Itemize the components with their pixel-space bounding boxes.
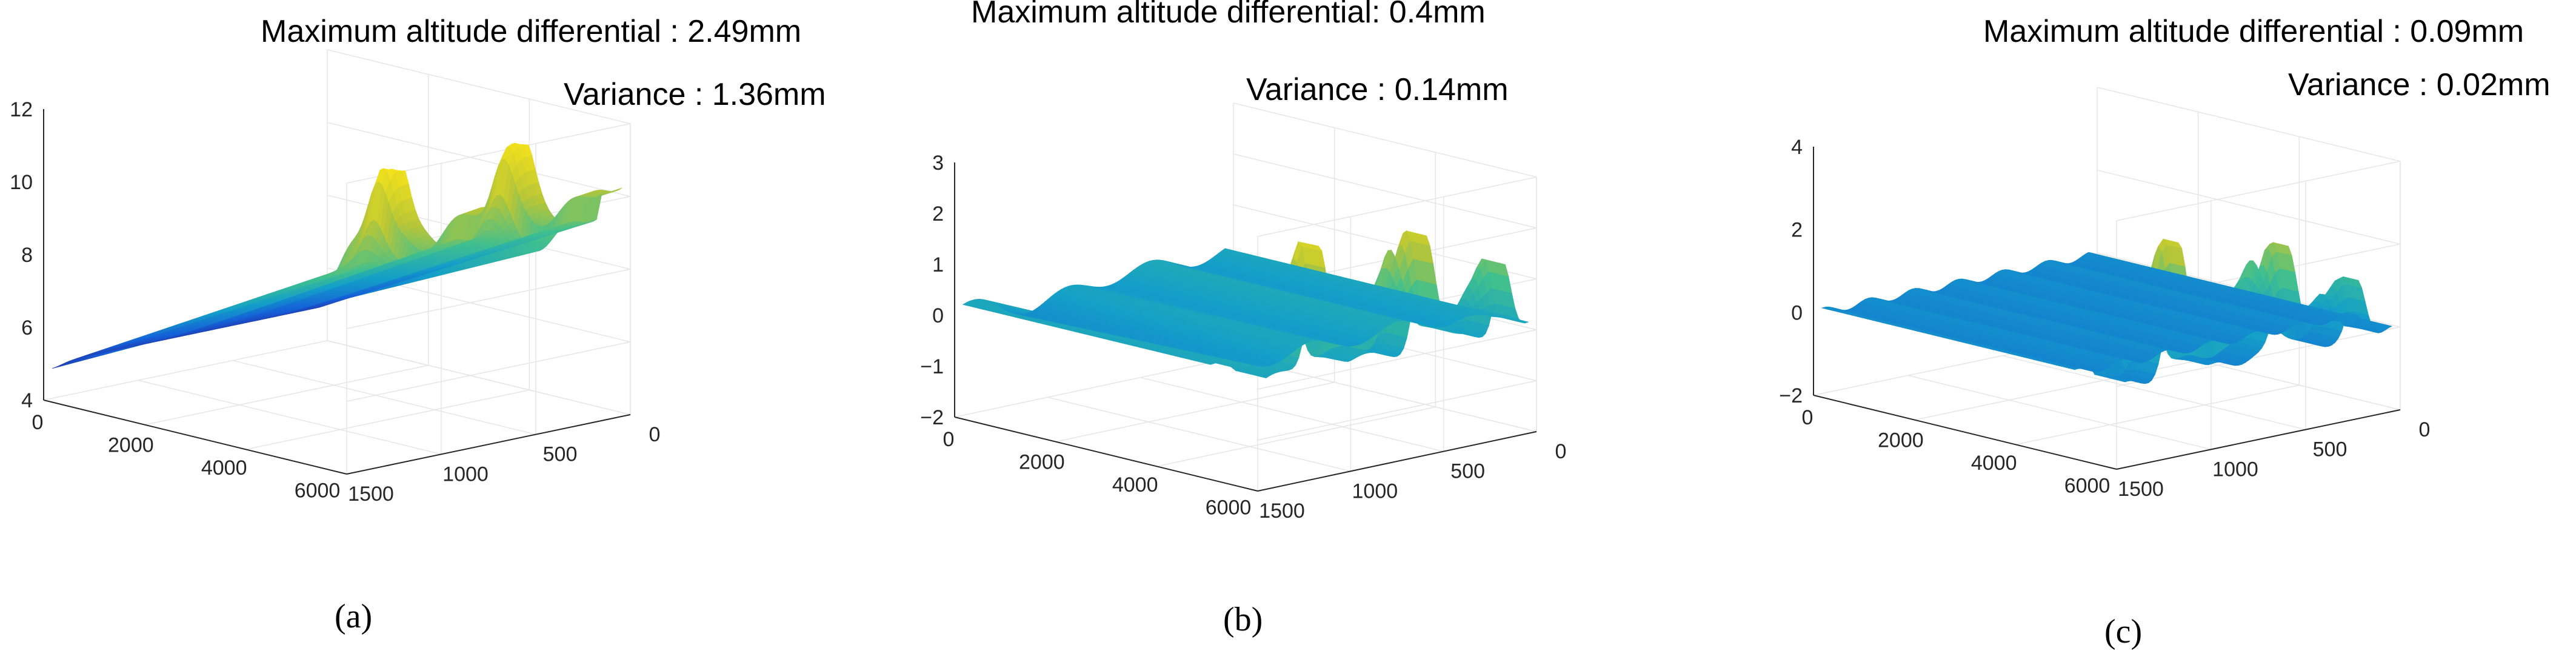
grid-line-z-a-0 xyxy=(327,340,631,475)
surface-a xyxy=(52,142,622,369)
x-tick-label-c-0: 0 xyxy=(1802,406,1814,429)
x-tick-label-a-3: 6000 xyxy=(295,480,341,503)
y-tick-label-c-2: 500 xyxy=(2313,438,2347,461)
x-tick-label-b-2: 4000 xyxy=(1112,473,1158,496)
z-tick-label-a-1: 6 xyxy=(21,316,33,339)
z-tick-label-b-4: 2 xyxy=(932,202,944,226)
panel-c: 0 2000 4000 6000 1500 1000 500 0 −2 0 2 4 Maximum a… xyxy=(1721,0,2570,665)
z-tick-label-c-3: 4 xyxy=(1791,136,1803,159)
y-tick-label-a-2: 500 xyxy=(543,443,578,466)
grid-line-x-a-0 xyxy=(43,50,328,401)
z-tick-label-a-4: 12 xyxy=(10,98,33,121)
annotation-max-altitude-a: Maximum altitude differential : 2.49mm xyxy=(261,14,802,49)
annotation-variance-b: Variance : 0.14mm xyxy=(1246,72,1509,107)
caption-a: (a) xyxy=(335,598,373,635)
y-axis-b xyxy=(1257,431,1537,492)
grid-line-x-b-0 xyxy=(954,103,1234,418)
x-tick-label-b-1: 2000 xyxy=(1019,451,1065,474)
surface-b xyxy=(962,230,1529,378)
annotation-variance-c: Variance : 0.02mm xyxy=(2288,67,2551,102)
x-axis-b xyxy=(954,416,1258,492)
z-tick-label-a-3: 10 xyxy=(10,171,33,194)
grid-line-z-b-0 xyxy=(1233,357,1537,492)
x-tick-label-c-1: 2000 xyxy=(1878,429,1924,452)
z-tick-label-c-0: −2 xyxy=(1779,384,1803,407)
y-tick-label-b-3: 0 xyxy=(1555,440,1567,463)
grid-line-z-c-3 xyxy=(2097,87,2401,221)
y-axis-a xyxy=(346,414,631,475)
panel-b: 0 2000 4000 6000 1500 1000 500 0 −2 −1 0 1 2 3 Maximu… xyxy=(879,0,1667,665)
x-axis-a xyxy=(43,399,347,475)
z-tick-label-c-2: 2 xyxy=(1791,219,1803,242)
panel-a: 0 2000 4000 6000 1500 1000 500 0 4 6 8 10 12 Maximum… xyxy=(0,0,861,665)
y-tick-label-c-1: 1000 xyxy=(2212,458,2258,481)
z-tick-label-b-0: −2 xyxy=(920,406,944,429)
y-tick-label-c-0: 1500 xyxy=(2118,478,2164,501)
z-tick-label-a-0: 4 xyxy=(21,389,33,412)
x-tick-label-a-2: 4000 xyxy=(201,456,247,480)
caption-b: (b) xyxy=(1223,601,1263,638)
annotation-max-altitude-c: Maximum altitude differential : 0.09mm xyxy=(1983,14,2524,49)
annotation-max-altitude-b: Maximum altitude differential: 0.4mm xyxy=(971,0,1486,30)
z-tick-label-c-1: 0 xyxy=(1791,301,1803,324)
x-tick-label-b-3: 6000 xyxy=(1206,496,1252,520)
x-tick-label-b-0: 0 xyxy=(943,428,955,451)
y-tick-label-a-1: 1000 xyxy=(442,463,489,486)
grid-line-z-a-4 xyxy=(327,49,631,184)
x-tick-label-c-2: 4000 xyxy=(1971,452,2017,475)
z-tick-label-b-5: 3 xyxy=(932,152,944,175)
z-tick-label-b-1: −1 xyxy=(920,355,944,378)
y-tick-label-b-0: 1500 xyxy=(1259,500,1305,523)
z-tick-label-b-2: 0 xyxy=(932,304,944,327)
surface-c xyxy=(1821,238,2393,384)
caption-c: (c) xyxy=(2104,613,2143,650)
y-tick-label-a-3: 0 xyxy=(649,423,661,446)
x-tick-label-c-3: 6000 xyxy=(2064,475,2111,498)
y-tick-label-b-1: 1000 xyxy=(1352,480,1398,503)
y-axis-c xyxy=(2116,409,2401,470)
x-tick-label-a-1: 2000 xyxy=(108,434,154,457)
y-tick-label-b-2: 500 xyxy=(1450,460,1485,483)
z-tick-label-a-2: 8 xyxy=(21,244,33,267)
annotation-variance-a: Variance : 1.36mm xyxy=(564,77,826,112)
x-tick-label-a-0: 0 xyxy=(32,411,44,434)
y-tick-label-a-0: 1500 xyxy=(348,483,394,506)
y-tick-label-c-3: 0 xyxy=(2419,418,2431,441)
z-tick-label-b-3: 1 xyxy=(932,253,944,276)
x-axis-c xyxy=(1813,395,2117,470)
